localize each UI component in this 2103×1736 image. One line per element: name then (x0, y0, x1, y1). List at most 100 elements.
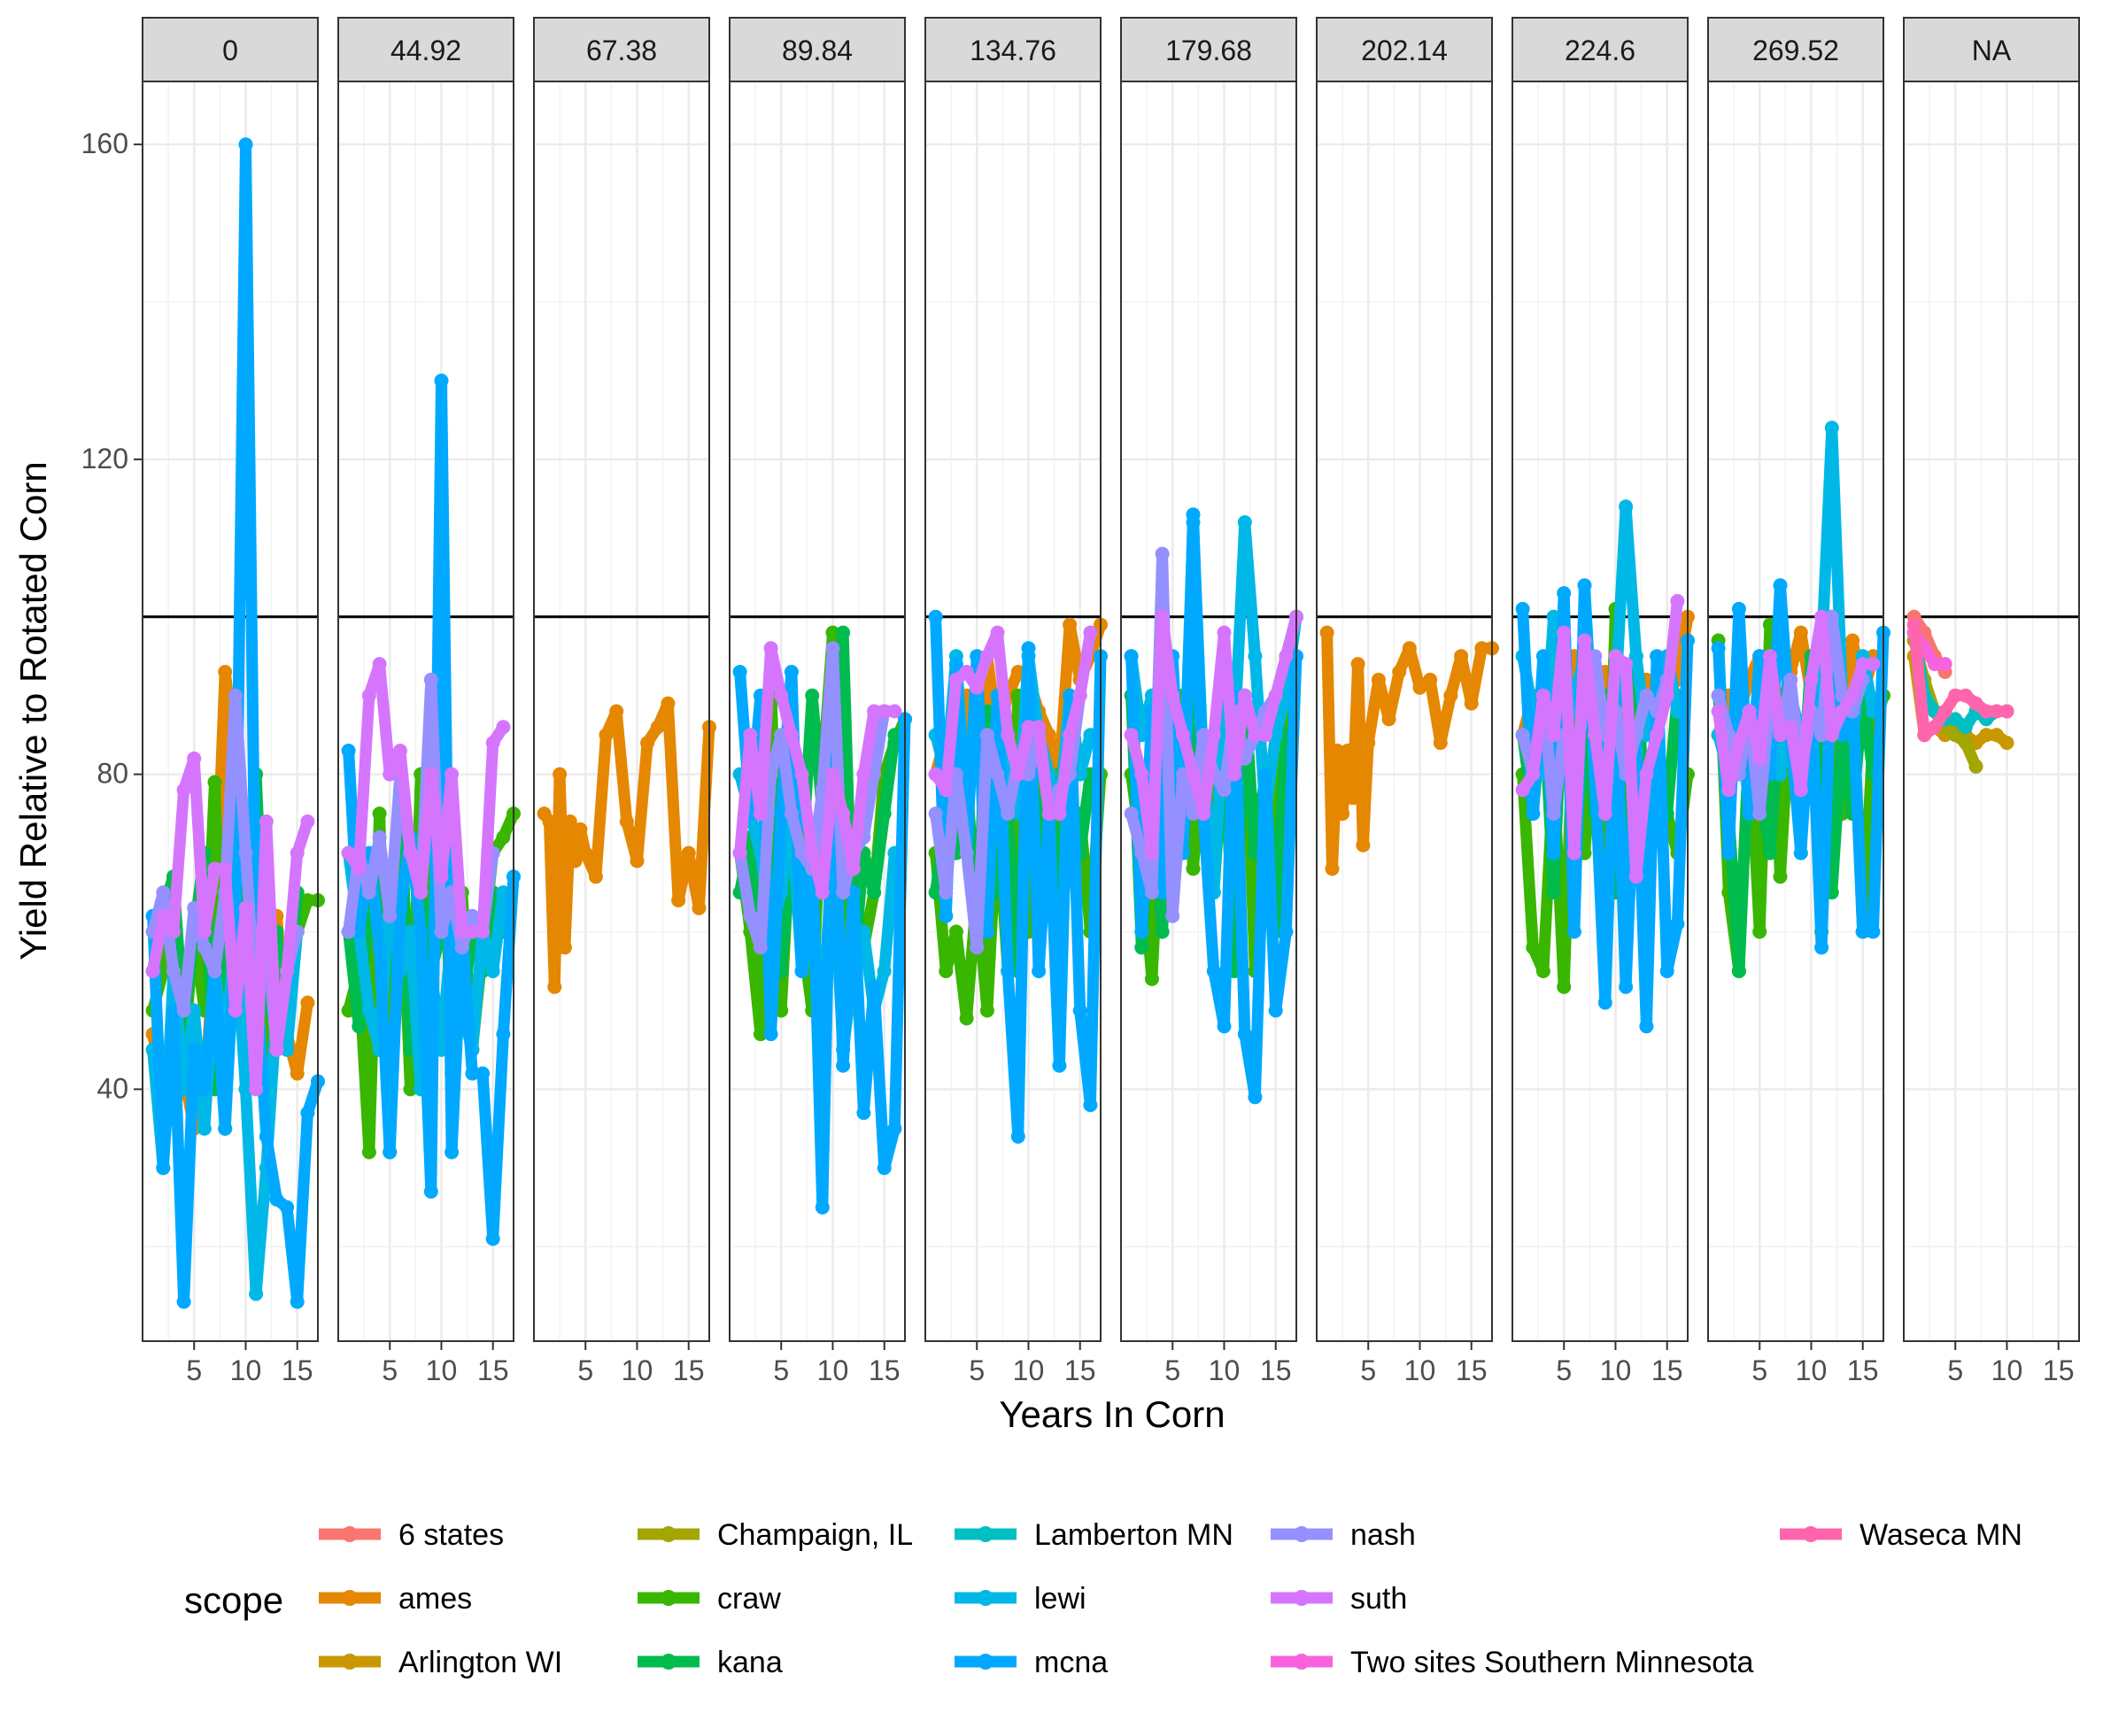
data-point (207, 775, 222, 790)
data-point (300, 1106, 315, 1121)
data-point (145, 964, 160, 978)
panel-border (1707, 81, 1884, 1342)
data-point (1639, 688, 1654, 703)
data-point (1001, 964, 1016, 978)
data-point (1937, 704, 1952, 719)
data-point (794, 964, 809, 978)
data-point (661, 696, 676, 711)
data-point (836, 1058, 851, 1073)
data-point (979, 728, 994, 743)
data-point (403, 1082, 418, 1097)
legend-item: mcna (955, 1646, 1108, 1679)
legend-swatch-point (1803, 1526, 1819, 1542)
data-point (238, 1082, 253, 1097)
data-point (372, 829, 387, 845)
facet-panel: 224.6 5 10 15 (1512, 17, 1695, 1386)
data-point (1619, 499, 1634, 514)
data-point (1124, 649, 1139, 664)
data-point (1639, 767, 1654, 782)
data-point (496, 1027, 511, 1042)
data-point (939, 885, 954, 900)
data-point (1814, 940, 1829, 955)
data-point (1535, 649, 1550, 664)
data-point (753, 1027, 768, 1042)
data-point (1526, 940, 1541, 955)
data-point (990, 767, 1005, 782)
data-point (1566, 845, 1581, 860)
data-point (784, 665, 799, 679)
data-point (197, 1082, 212, 1097)
panel-border (1316, 81, 1493, 1342)
facet-panel: 67.38 5 10 15 (533, 17, 716, 1386)
data-point (1989, 728, 2004, 743)
data-point (1711, 704, 1726, 719)
data-point (815, 885, 830, 900)
data-point (1937, 657, 1952, 672)
data-point (794, 767, 809, 782)
data-point (836, 806, 851, 822)
data-point (1927, 720, 1942, 735)
data-point (1433, 736, 1448, 751)
x-tick-label: 5 (1360, 1354, 1376, 1386)
data-point (1237, 688, 1252, 703)
data-point (1546, 845, 1561, 860)
data-point (1279, 649, 1294, 664)
data-point (928, 806, 943, 822)
x-tick-label: 5 (382, 1354, 398, 1386)
data-point (743, 728, 758, 743)
data-point (341, 924, 356, 939)
data-point (609, 704, 624, 719)
data-point (1619, 979, 1634, 994)
data-point (445, 1145, 460, 1160)
series-line-suth (1517, 595, 1683, 883)
x-tick-label: 15 (869, 1354, 901, 1386)
legend-item: kana (638, 1646, 783, 1679)
data-point (1711, 641, 1726, 656)
facet-strip-label: 67.38 (586, 35, 657, 66)
data-point (341, 744, 356, 758)
legend-label: ames (398, 1582, 472, 1616)
data-point (1423, 672, 1438, 687)
legend-label: Arlington WI (398, 1646, 562, 1679)
data-point (361, 885, 376, 900)
legend-item: Two sites Southern Minnesota (1271, 1646, 1754, 1679)
facet-strip (1512, 17, 1689, 82)
data-point (372, 806, 387, 822)
data-point (599, 728, 614, 743)
data-point (1325, 861, 1340, 876)
y-tick-label: 80 (97, 758, 128, 790)
data-point (187, 751, 202, 766)
data-point (1958, 736, 1973, 751)
data-point (825, 625, 840, 640)
x-tick-label: 10 (622, 1354, 653, 1386)
data-point (846, 861, 861, 876)
data-point (928, 885, 943, 900)
data-point (1773, 728, 1788, 743)
data-point (1248, 728, 1263, 743)
legend-swatch-point (978, 1654, 994, 1670)
facet-strip (142, 17, 319, 82)
data-point (939, 964, 954, 978)
data-point (1835, 704, 1850, 719)
data-point (259, 814, 274, 829)
data-point (1526, 767, 1541, 782)
data-point (979, 649, 994, 664)
data-point (836, 625, 851, 640)
legend-swatch-point (342, 1654, 358, 1670)
data-point (187, 1042, 202, 1057)
facet-panel: 179.68 5 10 15 (1120, 17, 1303, 1386)
data-point (1557, 586, 1572, 601)
data-point (414, 885, 429, 900)
data-point (218, 665, 233, 679)
data-point (1979, 728, 1994, 743)
data-point (1032, 964, 1047, 978)
data-point (1773, 578, 1788, 593)
data-point (970, 940, 985, 955)
legend-swatch-point (978, 1590, 994, 1606)
data-point (1866, 924, 1881, 939)
legend-item: Lamberton MN (955, 1518, 1233, 1552)
data-point (1628, 649, 1643, 664)
data-point (1968, 696, 1983, 711)
data-point (249, 1286, 264, 1301)
